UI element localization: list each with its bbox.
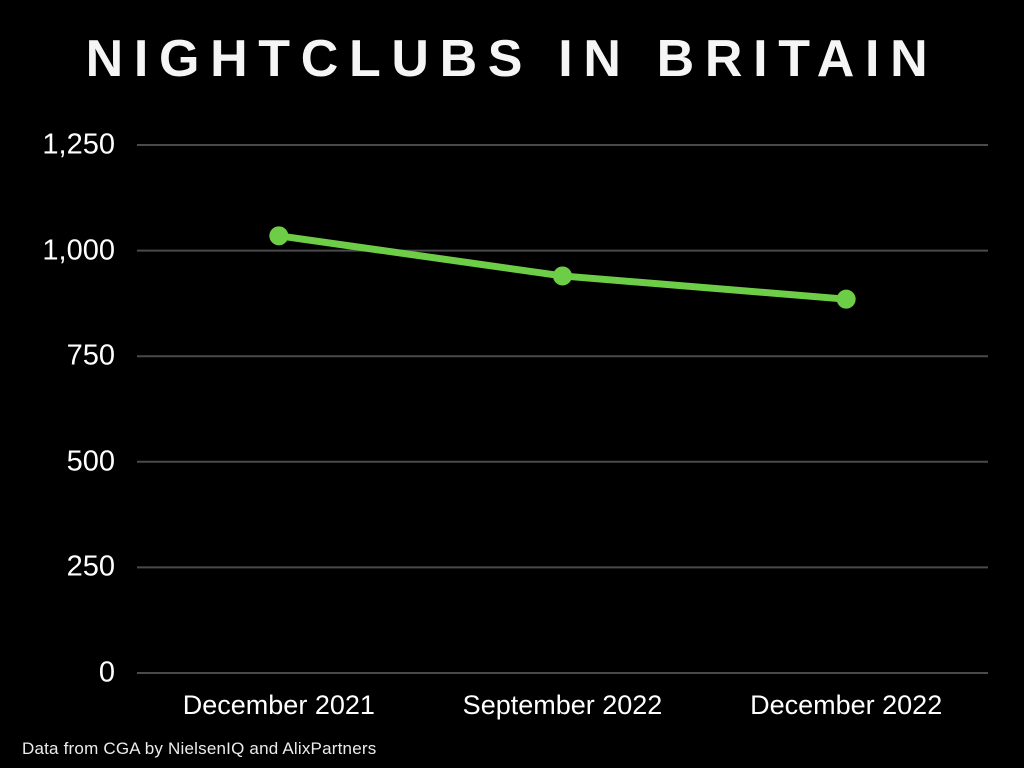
source-note: Data from CGA by NielsenIQ and AlixPartn… (22, 739, 377, 758)
line-series (269, 226, 856, 309)
data-point-marker (553, 266, 572, 286)
chart-title: NIGHTCLUBS IN BRITAIN (85, 30, 939, 88)
data-point-marker (836, 289, 856, 309)
data-point-marker (269, 226, 289, 246)
gridlines (137, 144, 988, 674)
